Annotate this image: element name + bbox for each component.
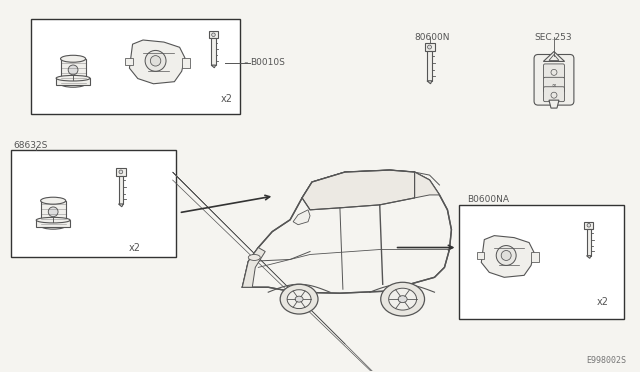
Text: SEC.253: SEC.253 <box>534 33 572 42</box>
Bar <box>584 222 593 229</box>
Circle shape <box>587 224 591 227</box>
Circle shape <box>496 246 516 265</box>
Polygon shape <box>129 40 185 84</box>
Ellipse shape <box>388 288 417 310</box>
Polygon shape <box>125 58 132 65</box>
Bar <box>61 59 86 84</box>
Text: B0010S: B0010S <box>250 58 285 67</box>
Ellipse shape <box>287 290 311 309</box>
Circle shape <box>501 250 511 260</box>
FancyBboxPatch shape <box>543 87 564 102</box>
Ellipse shape <box>40 222 66 229</box>
Polygon shape <box>118 204 124 207</box>
Text: E998002S: E998002S <box>587 356 627 365</box>
Polygon shape <box>427 81 432 84</box>
Bar <box>424 43 435 51</box>
Circle shape <box>119 170 123 174</box>
Ellipse shape <box>398 296 407 303</box>
Ellipse shape <box>56 76 90 81</box>
Text: x2: x2 <box>596 297 609 307</box>
Bar <box>427 51 432 81</box>
FancyBboxPatch shape <box>543 77 564 92</box>
Polygon shape <box>243 170 451 293</box>
Bar <box>460 205 623 319</box>
FancyBboxPatch shape <box>543 64 564 79</box>
Polygon shape <box>481 235 534 277</box>
Circle shape <box>48 207 58 217</box>
Bar <box>587 229 591 256</box>
Ellipse shape <box>381 282 424 316</box>
Ellipse shape <box>61 55 86 62</box>
Ellipse shape <box>295 296 303 302</box>
Bar <box>209 31 218 38</box>
Polygon shape <box>543 51 564 61</box>
Polygon shape <box>415 172 440 198</box>
Ellipse shape <box>248 254 260 260</box>
Polygon shape <box>549 100 559 108</box>
Polygon shape <box>243 247 265 287</box>
Bar <box>211 38 216 65</box>
Polygon shape <box>302 170 415 210</box>
Bar <box>12 150 175 257</box>
Ellipse shape <box>280 284 318 314</box>
Text: B0600NA: B0600NA <box>467 195 509 204</box>
Bar <box>118 176 124 204</box>
Bar <box>36 220 70 227</box>
Polygon shape <box>211 65 216 68</box>
Polygon shape <box>477 253 484 259</box>
Polygon shape <box>182 58 190 68</box>
Text: x2: x2 <box>129 243 141 253</box>
Ellipse shape <box>40 197 66 204</box>
Bar <box>31 19 241 113</box>
Circle shape <box>68 65 78 75</box>
Text: x2: x2 <box>220 94 232 104</box>
Ellipse shape <box>61 80 86 87</box>
FancyBboxPatch shape <box>534 54 574 105</box>
Text: 80600N: 80600N <box>415 33 450 42</box>
Circle shape <box>428 45 431 49</box>
Polygon shape <box>587 256 591 259</box>
Text: 68632S: 68632S <box>13 141 48 150</box>
Polygon shape <box>293 210 310 225</box>
Bar <box>40 201 66 226</box>
Bar <box>56 78 90 85</box>
Bar <box>116 168 125 176</box>
Circle shape <box>145 51 166 71</box>
Text: ∞: ∞ <box>552 82 556 87</box>
Circle shape <box>212 33 215 36</box>
Ellipse shape <box>36 217 70 223</box>
Circle shape <box>150 56 161 66</box>
Polygon shape <box>531 253 539 262</box>
